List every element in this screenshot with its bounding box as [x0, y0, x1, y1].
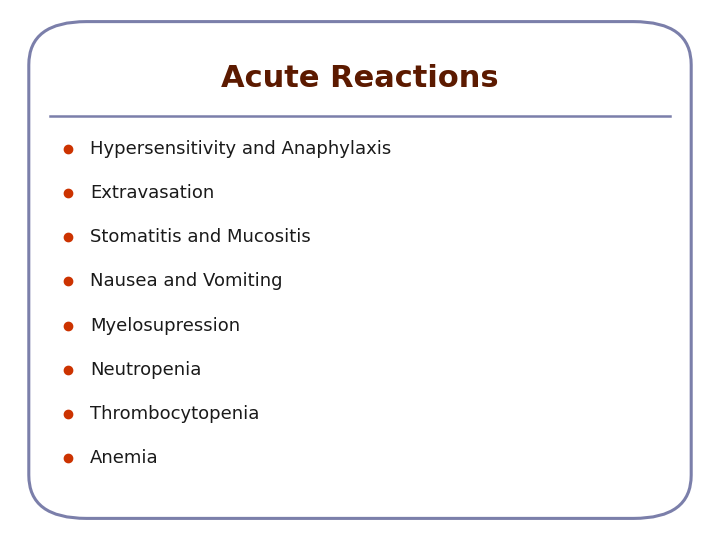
Text: Stomatitis and Mucositis: Stomatitis and Mucositis — [90, 228, 311, 246]
Text: Neutropenia: Neutropenia — [90, 361, 202, 379]
Text: Thrombocytopenia: Thrombocytopenia — [90, 405, 259, 423]
Text: Anemia: Anemia — [90, 449, 158, 468]
Text: Acute Reactions: Acute Reactions — [221, 64, 499, 93]
Text: Extravasation: Extravasation — [90, 184, 215, 202]
Text: Hypersensitivity and Anaphylaxis: Hypersensitivity and Anaphylaxis — [90, 139, 391, 158]
Text: Nausea and Vomiting: Nausea and Vomiting — [90, 272, 282, 291]
FancyBboxPatch shape — [29, 22, 691, 518]
Text: Myelosupression: Myelosupression — [90, 316, 240, 335]
